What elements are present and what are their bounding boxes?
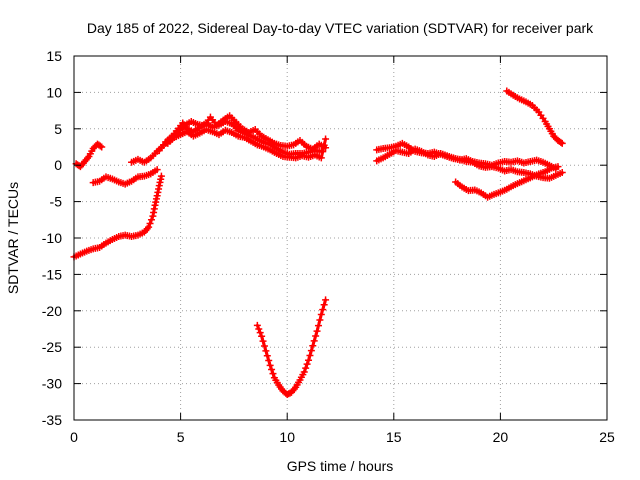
data-point	[309, 342, 317, 350]
data-point	[320, 141, 328, 149]
data-point	[317, 310, 325, 318]
x-tick-label: 0	[70, 429, 78, 445]
grid	[74, 56, 607, 420]
x-axis-label: GPS time / hours	[287, 458, 394, 474]
data-point	[146, 219, 154, 227]
data-point	[310, 337, 318, 345]
y-tick-label: -30	[42, 376, 62, 392]
data-point	[157, 172, 165, 180]
y-tick-label: 0	[54, 157, 62, 173]
ticks: 0 5 10 15 20 25 -35 -30 -25 -20 -15 -10 -5 0 5 10 15	[42, 48, 615, 445]
x-tick-label: 15	[386, 429, 402, 445]
y-tick-label: -5	[50, 194, 63, 210]
data-point	[256, 329, 264, 337]
y-tick-label: -15	[42, 266, 62, 282]
data-point	[305, 356, 313, 364]
x-tick-label: 25	[599, 429, 615, 445]
data-point	[316, 316, 324, 324]
series-track-j	[452, 163, 562, 201]
series-track-g	[253, 296, 330, 399]
x-tick-label: 20	[493, 429, 509, 445]
data-point	[320, 301, 328, 309]
y-tick-label: -25	[42, 339, 62, 355]
data-point	[302, 364, 310, 372]
data-point	[147, 216, 155, 224]
data-point	[319, 306, 327, 314]
data-point	[145, 223, 153, 231]
data-point	[314, 322, 322, 330]
data-points	[70, 87, 566, 399]
series-track-f	[164, 126, 330, 162]
data-point	[255, 325, 263, 333]
series-track-c	[70, 172, 165, 261]
data-point	[312, 332, 320, 340]
data-point	[557, 138, 565, 146]
data-point	[260, 342, 268, 350]
data-point	[558, 139, 566, 147]
data-point	[306, 351, 314, 359]
data-point	[262, 347, 270, 355]
data-point	[259, 337, 267, 345]
y-tick-label: -20	[42, 303, 62, 319]
data-point	[554, 163, 562, 171]
y-axis-label: SDTVAR / TECUs	[5, 182, 21, 294]
data-point	[258, 332, 266, 340]
data-point	[319, 148, 327, 156]
chart-title: Day 185 of 2022, Sidereal Day-to-day VTE…	[87, 20, 594, 36]
data-point	[268, 366, 276, 374]
data-point	[558, 168, 566, 176]
y-tick-label: 10	[46, 84, 62, 100]
data-point	[253, 321, 261, 329]
data-point	[322, 296, 330, 304]
y-tick-label: -10	[42, 230, 62, 246]
x-tick-label: 5	[177, 429, 185, 445]
data-point	[303, 360, 311, 368]
data-point	[313, 327, 321, 335]
data-point	[263, 352, 271, 360]
series-track-k	[503, 87, 566, 147]
data-point	[307, 347, 315, 355]
y-tick-label: -35	[42, 412, 62, 428]
data-point	[322, 135, 330, 143]
y-tick-label: 5	[54, 121, 62, 137]
series-track-i	[373, 145, 560, 173]
data-point	[265, 357, 273, 365]
series-track-b	[89, 166, 161, 188]
data-point	[153, 166, 161, 174]
y-tick-label: 15	[46, 48, 62, 64]
data-point	[317, 154, 325, 162]
data-point	[98, 143, 106, 151]
data-point	[300, 368, 308, 376]
data-point	[266, 361, 274, 369]
data-point	[269, 370, 277, 378]
x-tick-label: 10	[279, 429, 295, 445]
data-point	[96, 142, 104, 150]
